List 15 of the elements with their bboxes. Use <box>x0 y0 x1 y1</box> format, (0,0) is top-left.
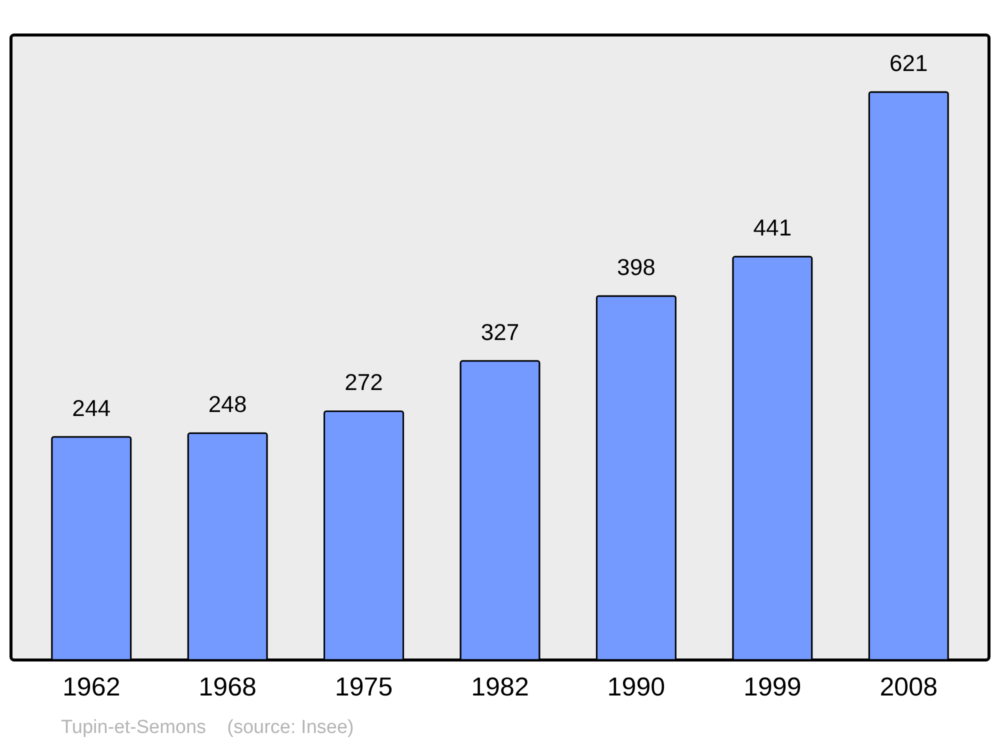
x-tick-label: 1990 <box>607 672 666 702</box>
x-tick-label: 1982 <box>471 672 529 702</box>
data-label: 621 <box>889 50 928 76</box>
data-label: 272 <box>344 369 383 396</box>
data-label: 248 <box>208 391 247 418</box>
data-label: 398 <box>617 254 656 280</box>
x-tick-label: 1999 <box>744 672 802 702</box>
data-label: 441 <box>753 214 792 241</box>
data-label: 327 <box>480 318 520 345</box>
text: Tupin-et-Semons (source: Insee) <box>61 717 354 739</box>
x-tick-label: 1968 <box>198 672 256 702</box>
data-label: 244 <box>72 394 111 421</box>
x-tick-label: 1962 <box>62 672 120 702</box>
x-tick-label: 1975 <box>334 672 393 702</box>
x-tick-label: 2008 <box>880 672 938 702</box>
